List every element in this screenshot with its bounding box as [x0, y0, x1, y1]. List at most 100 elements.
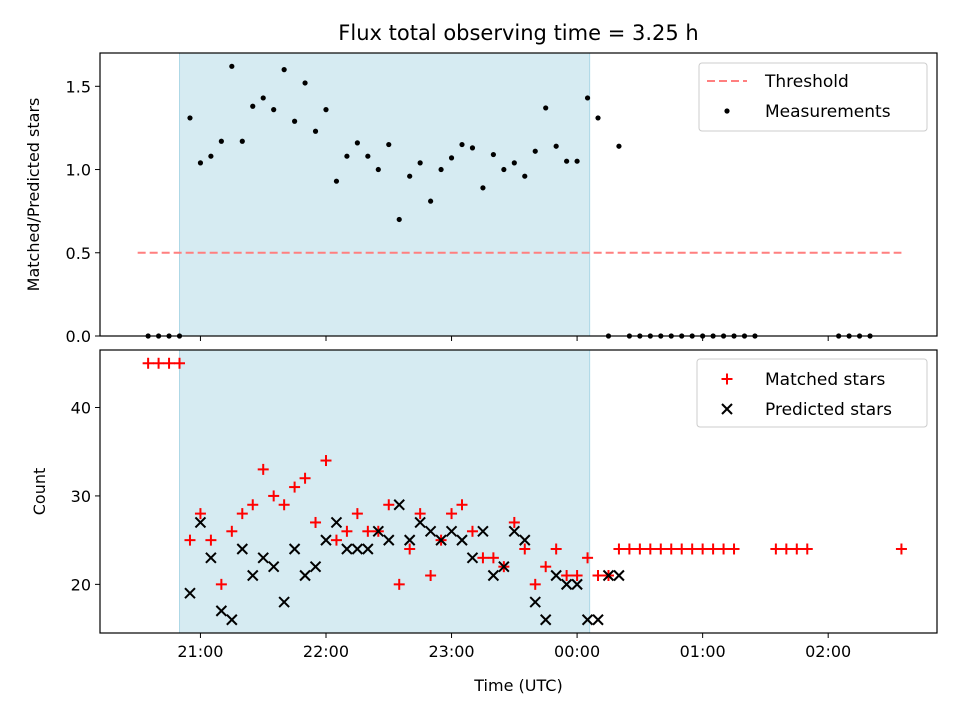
matched-star-point [697, 543, 709, 555]
predicted-mark-b [205, 552, 217, 564]
matched-star-point [728, 543, 740, 555]
predicted-mark-b [288, 543, 301, 555]
measurement-point [396, 216, 402, 223]
measurement-point [574, 158, 580, 164]
measurement-point [490, 151, 496, 158]
predicted-mark-b [267, 560, 280, 573]
predicted-star-point [226, 614, 238, 626]
predicted-star-point [414, 516, 426, 529]
predicted-mark-b [477, 525, 489, 538]
predicted-mark-b [571, 578, 583, 591]
bottom-legend [696, 358, 928, 428]
matched-star-point [791, 543, 803, 555]
measurement-point [281, 67, 287, 73]
predicted-star-point [383, 534, 395, 546]
predicted-star-point [362, 543, 374, 555]
matched-star-point [540, 561, 552, 573]
chart-title: Flux total observing time = 3.25 h [338, 21, 698, 45]
matched-star-point [425, 570, 437, 582]
observing-window-2 [179, 349, 591, 634]
predicted-star-point [592, 614, 604, 626]
predicted-star-point [215, 605, 228, 617]
predicted-mark-b [320, 534, 332, 546]
top-ytick-label: 0.5 [66, 244, 91, 263]
predicted-mark-b [445, 525, 458, 538]
bottom-axes-frame [99, 349, 938, 634]
measurement-point [553, 143, 559, 149]
predicted-star-point [330, 516, 343, 529]
predicted-star-point [236, 543, 248, 555]
matched-star-point [174, 357, 186, 369]
predicted-star-point [257, 552, 269, 564]
matched-star-point [550, 543, 562, 555]
measurement-point [302, 80, 308, 86]
measurement-point [407, 173, 413, 179]
predicted-mark-b [383, 534, 395, 546]
matched-star-point [571, 570, 583, 582]
predicted-mark-b [351, 543, 364, 555]
predicted-star-point [539, 614, 552, 626]
matched-star-point [623, 543, 635, 555]
predicted-mark-b [309, 560, 322, 573]
bottom-ytick-label: 20 [71, 575, 91, 594]
predicted-mark-b [278, 596, 290, 608]
measurement-point [354, 140, 360, 146]
predicted-star-point [299, 569, 311, 582]
matched-star-point [561, 570, 573, 582]
predicted-mark-b [487, 569, 500, 582]
matched-star-point [665, 543, 677, 555]
matched-star-point [215, 578, 227, 590]
matched-star-point [163, 357, 175, 369]
top-ytick-label: 1.0 [66, 161, 91, 180]
matched-star-point [341, 525, 353, 537]
matched-star-point [676, 543, 688, 555]
predicted-star-point [393, 499, 405, 511]
legend-predicted-label: Predicted stars [765, 400, 892, 420]
measurement-point [501, 166, 507, 173]
top-y-axis-label: Matched/Predicted stars [24, 98, 43, 292]
predicted-mark-b [519, 534, 531, 546]
matched-star-point [895, 543, 907, 555]
measurement-point [292, 118, 298, 124]
measurement-point [448, 155, 455, 161]
xtick-label: 23:00 [428, 642, 474, 661]
matched-star-point [278, 499, 290, 511]
predicted-star-point [487, 569, 500, 582]
matched-star-point [466, 525, 478, 537]
predicted-mark-b [330, 516, 343, 529]
predicted-mark-b [498, 560, 510, 573]
matched-star-point [592, 570, 604, 582]
top-ytick-label: 1.5 [66, 77, 91, 96]
matched-star-point [456, 499, 468, 511]
matched-star-point [351, 508, 363, 520]
matched-star-point [519, 543, 531, 555]
measurement-point [469, 145, 476, 151]
matched-star-point [404, 543, 416, 555]
predicted-mark-b [257, 552, 269, 564]
predicted-star-point [247, 569, 259, 582]
predicted-mark-b [299, 569, 311, 582]
xtick-label: 01:00 [680, 642, 726, 661]
predicted-star-point [194, 516, 207, 529]
matched-star-point [393, 578, 405, 590]
legend-predicted-swatch-b [721, 403, 733, 415]
matched-star-point [487, 552, 499, 564]
predicted-star-point [278, 596, 290, 608]
predicted-mark-b [602, 569, 615, 582]
predicted-mark-b [247, 569, 259, 582]
measurement-point [522, 173, 528, 179]
measurement-point [229, 63, 235, 69]
xtick-label: 00:00 [554, 642, 600, 661]
matched-star-point [780, 543, 792, 555]
predicted-star-point [267, 560, 280, 573]
predicted-mark-b [592, 614, 604, 626]
predicted-star-point [613, 569, 625, 582]
measurement-point [459, 141, 465, 148]
measurement-point [438, 166, 444, 173]
predicted-star-point [288, 543, 301, 555]
matched-star-point [707, 543, 719, 555]
predicted-mark-b [508, 525, 521, 538]
xtick-label: 21:00 [177, 642, 223, 661]
predicted-star-point [498, 560, 510, 573]
matched-star-point [257, 463, 269, 475]
